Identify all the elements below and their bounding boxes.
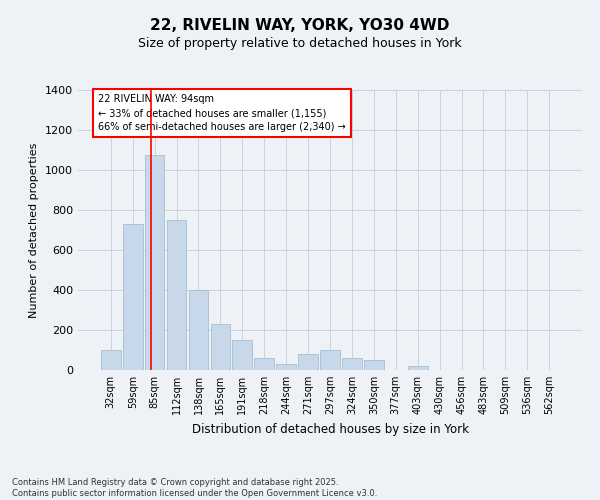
Y-axis label: Number of detached properties: Number of detached properties: [29, 142, 40, 318]
Text: Contains HM Land Registry data © Crown copyright and database right 2025.
Contai: Contains HM Land Registry data © Crown c…: [12, 478, 377, 498]
Bar: [188, 290, 208, 370]
Bar: [211, 324, 230, 370]
Bar: [364, 360, 384, 370]
Text: Size of property relative to detached houses in York: Size of property relative to detached ho…: [138, 38, 462, 51]
Bar: [320, 350, 340, 370]
Bar: [276, 364, 296, 370]
X-axis label: Distribution of detached houses by size in York: Distribution of detached houses by size …: [191, 422, 469, 436]
Bar: [167, 220, 187, 370]
Bar: [408, 366, 428, 370]
Bar: [298, 354, 318, 370]
Bar: [145, 155, 164, 370]
Bar: [101, 350, 121, 370]
Bar: [342, 358, 362, 370]
Bar: [254, 358, 274, 370]
Text: 22 RIVELIN WAY: 94sqm
← 33% of detached houses are smaller (1,155)
66% of semi-d: 22 RIVELIN WAY: 94sqm ← 33% of detached …: [98, 94, 346, 132]
Bar: [232, 340, 252, 370]
Bar: [123, 224, 143, 370]
Text: 22, RIVELIN WAY, YORK, YO30 4WD: 22, RIVELIN WAY, YORK, YO30 4WD: [151, 18, 449, 32]
